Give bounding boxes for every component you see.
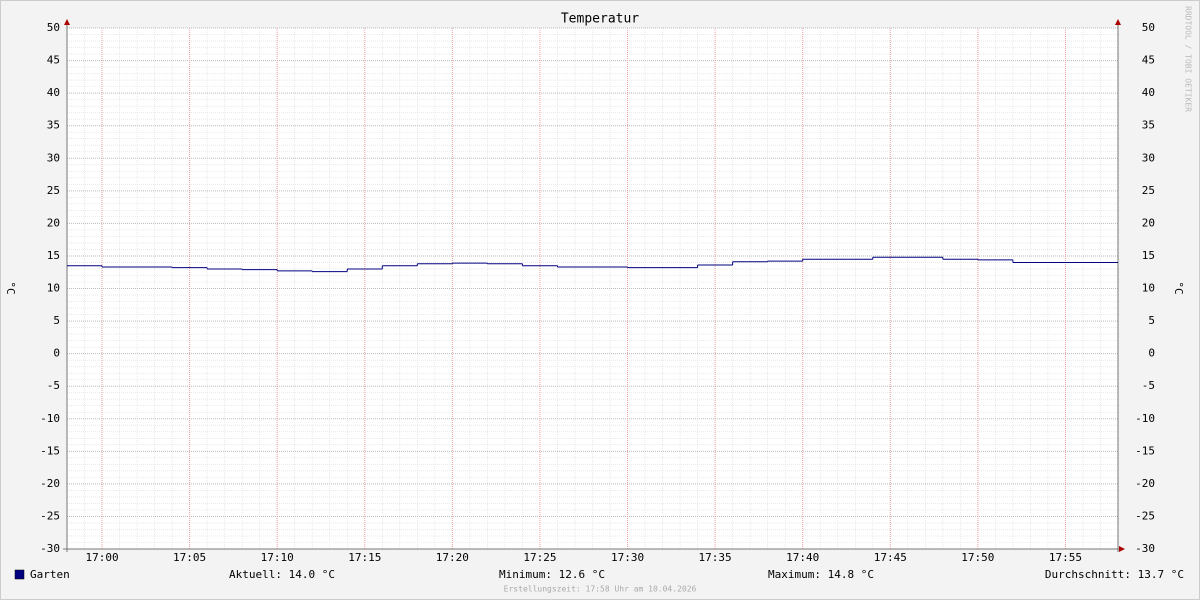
y2-tick-label: -15	[1135, 444, 1155, 457]
y-tick-label: -10	[40, 412, 60, 425]
y-tick-label: 20	[47, 216, 60, 229]
x-tick-label: 17:00	[85, 551, 118, 564]
stat: Maximum: 14.8 °C	[768, 568, 874, 581]
y2-tick-label: 30	[1142, 151, 1155, 164]
x-tick-label: 17:55	[1049, 551, 1082, 564]
y-tick-label: 45	[47, 54, 60, 67]
legend-label: Garten	[30, 568, 70, 581]
y2-tick-label: 25	[1142, 184, 1155, 197]
y2-tick-label: -5	[1142, 379, 1155, 392]
y-tick-label: -15	[40, 444, 60, 457]
y-tick-label: 5	[53, 314, 60, 327]
y-tick-label: -30	[40, 542, 60, 555]
y2-tick-label: 10	[1142, 282, 1155, 295]
axis-arrow	[64, 19, 70, 25]
axis-arrow	[1115, 19, 1121, 25]
y2-tick-label: 5	[1148, 314, 1155, 327]
y-tick-label: 10	[47, 282, 60, 295]
y2-tick-label: 0	[1148, 347, 1155, 360]
x-tick-label: 17:45	[874, 551, 907, 564]
y2-tick-label: -10	[1135, 412, 1155, 425]
legend-swatch	[14, 569, 25, 580]
watermark: RRDTOOL / TOBI OETIKER	[1184, 6, 1193, 112]
axis-arrow	[1119, 546, 1125, 552]
x-tick-label: 17:25	[523, 551, 556, 564]
y2-tick-label: 45	[1142, 54, 1155, 67]
stat: Durchschnitt: 13.7 °C	[1045, 568, 1184, 581]
y2-tick-label: -30	[1135, 542, 1155, 555]
stat: Minimum: 12.6 °C	[499, 568, 605, 581]
y-tick-label: -5	[47, 379, 60, 392]
y2-tick-label: 40	[1142, 86, 1155, 99]
chart-title: Temperatur	[561, 12, 639, 27]
y-tick-label: 15	[47, 249, 60, 262]
y2-tick-label: -25	[1135, 509, 1155, 522]
y-tick-label: 30	[47, 151, 60, 164]
y-axis-label: °C	[4, 281, 17, 294]
x-tick-label: 17:05	[173, 551, 206, 564]
y2-tick-label: 15	[1142, 249, 1155, 262]
y-tick-label: -20	[40, 477, 60, 490]
y-tick-label: 25	[47, 184, 60, 197]
x-tick-label: 17:50	[961, 551, 994, 564]
x-tick-label: 17:15	[348, 551, 381, 564]
y2-tick-label: 50	[1142, 21, 1155, 34]
y-tick-label: -25	[40, 509, 60, 522]
y-tick-label: 50	[47, 21, 60, 34]
y-tick-label: 40	[47, 86, 60, 99]
y-tick-label: 0	[53, 347, 60, 360]
x-tick-label: 17:35	[699, 551, 732, 564]
x-tick-label: 17:10	[261, 551, 294, 564]
footer: Erstellungszeit: 17:58 Uhr am 10.04.2026	[504, 585, 697, 594]
y2-axis-label: °C	[1172, 281, 1185, 294]
y2-tick-label: 35	[1142, 119, 1155, 132]
y2-tick-label: -20	[1135, 477, 1155, 490]
x-tick-label: 17:40	[786, 551, 819, 564]
y2-tick-label: 20	[1142, 216, 1155, 229]
x-tick-label: 17:30	[611, 551, 644, 564]
x-tick-label: 17:20	[436, 551, 469, 564]
y-tick-label: 35	[47, 119, 60, 132]
stat: Aktuell: 14.0 °C	[229, 568, 335, 581]
